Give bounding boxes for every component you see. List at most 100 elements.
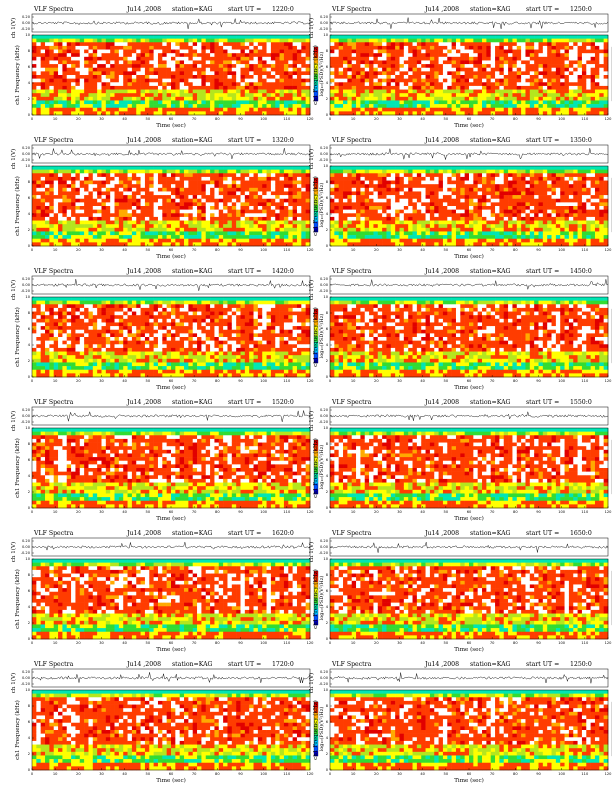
spectrogram-cell bbox=[266, 184, 272, 189]
chart-start-label: start UT = bbox=[228, 137, 261, 144]
spectrogram-cell bbox=[144, 38, 150, 43]
spectrogram-cell bbox=[49, 85, 55, 90]
spectrogram-cell bbox=[157, 166, 163, 170]
spectrogram-cell bbox=[338, 104, 344, 109]
spectrogram-cell bbox=[364, 38, 370, 43]
spectrogram-cell bbox=[369, 209, 374, 214]
spectrogram-cell bbox=[97, 169, 102, 174]
spectrogram-cell bbox=[58, 49, 63, 54]
spectrogram-cell bbox=[594, 85, 600, 90]
spectrogram-cell bbox=[275, 231, 280, 236]
spectrogram-cell bbox=[347, 75, 353, 79]
spectrogram-cell bbox=[92, 238, 98, 243]
spectrogram-cell bbox=[201, 187, 207, 192]
spectrogram-cell bbox=[153, 64, 159, 69]
spectrogram-image bbox=[32, 166, 311, 247]
spectrogram-cell bbox=[288, 195, 293, 200]
spectrogram-cell bbox=[257, 173, 263, 178]
spectrogram-cell bbox=[49, 93, 55, 98]
spectrogram-cell bbox=[451, 60, 457, 65]
spectrogram-cell bbox=[175, 187, 180, 192]
spectrogram-cell bbox=[249, 180, 254, 185]
spectrogram-cell bbox=[356, 71, 361, 76]
spectrogram-cell bbox=[338, 38, 344, 43]
spectrogram-cell bbox=[179, 67, 185, 72]
spectrogram-cell bbox=[377, 224, 383, 229]
spectrogram-cell bbox=[231, 187, 237, 192]
spectrogram-cell bbox=[214, 209, 220, 214]
spectrogram-cell bbox=[79, 220, 85, 225]
spectrogram-cell bbox=[71, 187, 76, 192]
spectrogram-cell bbox=[188, 169, 194, 174]
spectrogram-cell bbox=[88, 238, 94, 243]
spectrogram-cell bbox=[343, 166, 348, 170]
spectrogram-cell bbox=[495, 56, 500, 61]
spectrogram-cell bbox=[131, 238, 137, 243]
spectrogram-cell bbox=[301, 202, 306, 207]
spectrogram-cell bbox=[351, 38, 357, 43]
spectrogram-cell bbox=[266, 231, 272, 236]
spectrogram-cell bbox=[573, 49, 578, 54]
spectrogram-cell bbox=[551, 82, 557, 87]
spectrogram-cell bbox=[188, 111, 194, 116]
spectrogram-cell bbox=[49, 107, 55, 112]
spectrogram-cell bbox=[36, 78, 41, 83]
spectrogram-cell bbox=[257, 220, 263, 225]
spectrogram-cell bbox=[231, 56, 237, 61]
spectrogram-cell bbox=[257, 96, 263, 101]
spectrogram-cell bbox=[421, 202, 426, 207]
spectrogram-cell bbox=[201, 224, 207, 229]
spectrogram-cell bbox=[292, 56, 298, 61]
spectrogram-cell bbox=[508, 49, 513, 54]
spectrogram-cell bbox=[279, 38, 285, 43]
spectrogram-cell bbox=[373, 184, 379, 189]
spectrogram-cell bbox=[347, 195, 353, 200]
spectrogram-cell bbox=[184, 224, 189, 229]
spectrogram-cell bbox=[373, 71, 379, 76]
spectrogram-cell bbox=[296, 100, 302, 105]
spectrogram-cell bbox=[386, 180, 392, 185]
spectrogram-cell bbox=[240, 60, 246, 65]
spectrogram-cell bbox=[560, 38, 565, 43]
spectrogram-cell bbox=[330, 93, 335, 98]
spectrogram-cell bbox=[288, 198, 293, 203]
spectrogram-cell bbox=[403, 45, 409, 50]
spectrogram-cell bbox=[305, 111, 311, 116]
spectrogram-cell bbox=[399, 53, 405, 58]
spectrogram-cell bbox=[262, 184, 267, 189]
spectrogram-cell bbox=[149, 202, 154, 207]
spectrogram-cell bbox=[399, 235, 405, 240]
spectrogram-cell bbox=[184, 220, 189, 225]
spectrogram-cell bbox=[279, 195, 285, 200]
spectrogram-cell bbox=[330, 111, 335, 116]
spectrogram-cell bbox=[343, 71, 348, 76]
spectrogram-cell bbox=[564, 78, 570, 83]
spectrogram-cell bbox=[373, 227, 379, 232]
spectrogram-cell bbox=[227, 42, 233, 47]
spectrogram-cell bbox=[590, 89, 596, 94]
spectrogram-cell bbox=[568, 93, 574, 98]
spectrogram-cell bbox=[301, 213, 306, 218]
spectrogram-cell bbox=[205, 216, 211, 221]
spectrogram-cell bbox=[214, 100, 220, 105]
spectrogram-cell bbox=[257, 56, 263, 61]
spectrogram-cell bbox=[131, 85, 137, 90]
spectrogram-cell bbox=[343, 202, 348, 207]
spectrogram-cell bbox=[157, 35, 163, 39]
spectrogram-cell bbox=[377, 216, 383, 221]
spectrogram-cell bbox=[581, 45, 587, 50]
spectrogram-cell bbox=[279, 220, 285, 225]
spectrogram-cell bbox=[92, 35, 98, 39]
spectrogram-cell bbox=[253, 180, 259, 185]
spectrogram-cell bbox=[542, 75, 548, 79]
spectrogram-cell bbox=[149, 180, 154, 185]
spectrogram-cell bbox=[460, 35, 465, 39]
spectrogram-cell bbox=[136, 67, 141, 72]
spectrogram-cell bbox=[45, 45, 50, 50]
spectrogram-cell bbox=[223, 35, 228, 39]
spectrogram-cell bbox=[244, 220, 250, 225]
spectrogram-cell bbox=[460, 89, 465, 94]
spectrogram-cell bbox=[351, 53, 357, 58]
spectrogram-cell bbox=[395, 49, 400, 54]
spectrogram-cell bbox=[334, 166, 339, 170]
